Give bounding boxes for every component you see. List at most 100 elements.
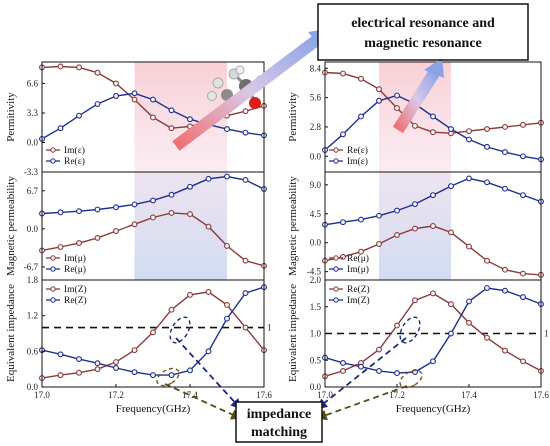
data-point [150, 96, 156, 103]
data-point [502, 149, 508, 156]
y-axis-label: Magnetic permeability [287, 176, 299, 276]
data-point [448, 301, 454, 308]
data-point [412, 225, 418, 232]
data-point [187, 367, 193, 374]
y-tick-label: 1.2 [27, 311, 38, 321]
data-point [484, 334, 490, 341]
data-point [412, 201, 418, 208]
data-point [57, 351, 64, 358]
data-point [242, 257, 249, 264]
resonance-callout: electrical resonance and magnetic resona… [317, 3, 529, 61]
data-point [484, 126, 490, 132]
data-point [358, 216, 364, 223]
data-point [394, 370, 400, 377]
y-tick-label: 0.0 [310, 151, 322, 161]
panel-right-top: 0.0 2.8 5.6 8.4 Permitivity Re(ε)Im(ε) [287, 61, 544, 173]
data-point [466, 175, 472, 182]
x-axis-label: Frequency(GHz) [116, 403, 191, 415]
resonance-title-line2: magnetic resonance [364, 36, 482, 51]
y-tick-label: 1.8 [27, 275, 39, 285]
data-point [205, 348, 212, 355]
data-point [484, 285, 490, 291]
data-point [484, 257, 490, 264]
data-point [57, 372, 64, 379]
data-point [466, 298, 472, 305]
y-tick-label: 2.0 [310, 275, 322, 285]
data-point [187, 183, 193, 190]
x-axis-label: Frequency(GHz) [396, 403, 471, 415]
data-point [187, 211, 193, 218]
y-axis-label: Equivalent impedance [287, 284, 299, 382]
legend-label: Re(μ) [347, 253, 369, 264]
data-point [340, 131, 346, 138]
y-tick-label: 6.7 [27, 186, 39, 196]
data-point [150, 214, 156, 221]
data-point [340, 219, 346, 226]
data-point [394, 92, 400, 99]
data-point [57, 209, 64, 216]
data-point [76, 112, 82, 119]
data-point [394, 207, 400, 214]
data-point [113, 359, 119, 365]
data-point [150, 114, 156, 121]
legend-label: Im(μ) [64, 253, 86, 264]
data-point [224, 126, 230, 133]
data-point [224, 302, 230, 308]
y-tick-label: 1.5 [310, 302, 322, 312]
x-tick-label: 17.4 [461, 390, 477, 400]
y-tick-label: -4.5 [307, 267, 322, 277]
legend-label: Im(Z) [64, 284, 87, 295]
data-point [466, 136, 472, 143]
impedance-title-line1: impedance [247, 407, 312, 422]
legend-label: Re(ε) [64, 156, 85, 167]
data-point [57, 125, 64, 132]
data-point [466, 128, 472, 135]
data-point [76, 369, 82, 376]
data-point [224, 315, 230, 322]
y-tick-label: 9.0 [310, 180, 322, 190]
data-point [430, 192, 436, 199]
data-point [131, 347, 138, 354]
y-axis-label: Permitivity [287, 92, 299, 142]
data-point [131, 221, 138, 228]
y-tick-label: 0.0 [27, 382, 39, 392]
legend-swatch-marker [50, 255, 56, 261]
legend-swatch-marker [333, 297, 339, 303]
resonance-title-line1: electrical resonance and [351, 16, 495, 31]
data-point [430, 129, 436, 136]
data-point [502, 266, 508, 273]
data-point [520, 358, 526, 365]
data-point [168, 372, 175, 379]
y-tick-label: 0.0 [27, 137, 39, 147]
data-point [376, 368, 382, 374]
x-tick-label: 17.6 [533, 390, 549, 400]
data-point [484, 179, 490, 186]
y-axis-label: Permitivity [5, 92, 17, 142]
resonance-band [134, 172, 227, 280]
data-point [131, 90, 138, 97]
legend-swatch-marker [50, 158, 56, 164]
x-tick-label: 17.0 [34, 390, 50, 400]
data-point [466, 319, 472, 326]
data-point [168, 191, 175, 198]
x-tick-label: 17.2 [108, 390, 124, 400]
data-point [520, 192, 526, 199]
data-point [150, 197, 156, 204]
y-axis-label: Equivalent impedance [5, 284, 17, 382]
data-point [520, 270, 526, 277]
data-point [520, 153, 526, 160]
plot-frame [41, 279, 265, 388]
data-point [76, 240, 82, 247]
data-point [168, 125, 175, 132]
data-point [187, 291, 193, 298]
data-point [224, 242, 230, 249]
panel-right-middle: -4.5 0.0 4.5 9.0 Magnetic permeability Re(μ)I… [287, 171, 544, 281]
data-point [358, 363, 364, 370]
y-tick-label: 0.6 [27, 346, 39, 356]
data-point [412, 297, 418, 304]
data-point [448, 126, 454, 132]
y-tick-label: 3.3 [27, 108, 39, 118]
data-point [76, 356, 82, 363]
y-tick-label: 1.0 [310, 329, 322, 339]
data-point [376, 97, 382, 104]
